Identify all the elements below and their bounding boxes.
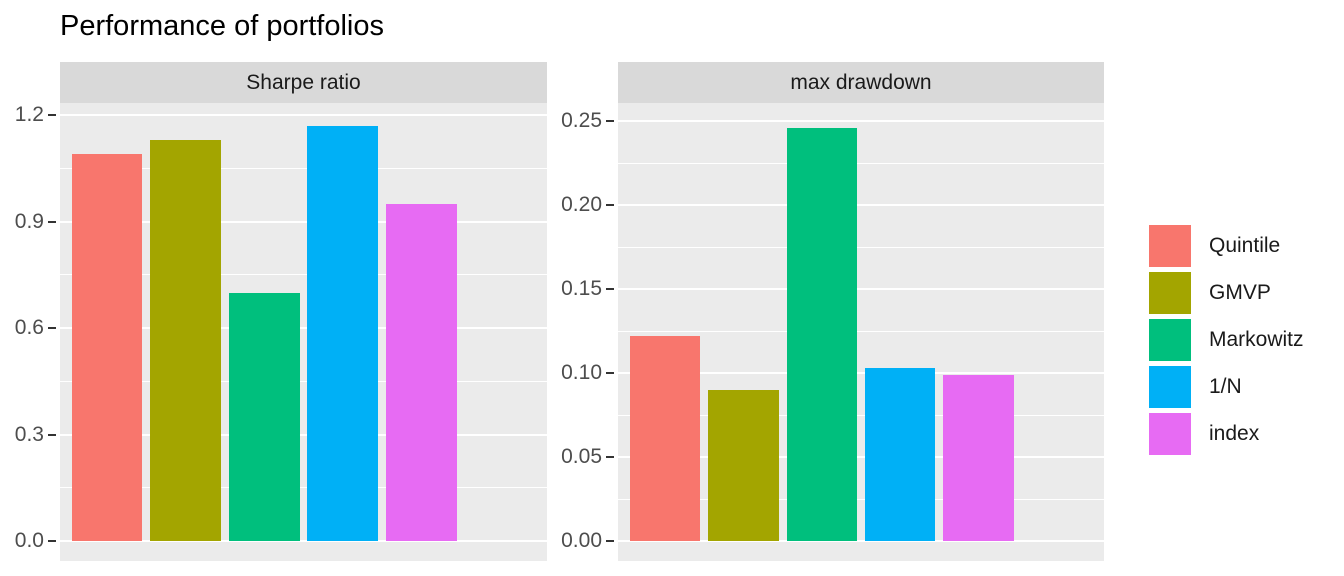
y-axis-tick-mark [48, 433, 56, 436]
y-axis-tick-label: 0.25 [561, 109, 602, 133]
y-axis-tick-mark [48, 220, 56, 223]
y-axis-tick-mark [48, 540, 56, 542]
gridline-major [618, 456, 1104, 459]
y-axis-tick-mark [606, 540, 614, 543]
legend-key-swatch [1149, 366, 1191, 408]
y-axis-tick-label: 1.2 [14, 102, 44, 126]
bar-markowitz [228, 292, 300, 541]
y-axis-tick-mark [606, 288, 614, 291]
gridline-major [618, 120, 1104, 123]
legend-label: GMVP [1209, 281, 1271, 304]
gridline-minor [618, 330, 1104, 332]
y-axis-tick-mark [606, 120, 614, 123]
y-axis-tick-mark [606, 456, 614, 459]
y-axis-tick-label: 0.10 [561, 361, 602, 385]
y-axis-tick-mark [48, 327, 56, 329]
gridline-minor [60, 274, 547, 276]
y-axis-tick-label: 0.6 [14, 316, 44, 339]
gridline-major [60, 433, 547, 436]
facet-strip: Sharpe ratio [60, 62, 547, 103]
gridline-major [618, 372, 1104, 375]
y-axis-tick-label: 0.15 [561, 277, 602, 301]
facet-0: Sharpe ratio 0.0 0.3 0.6 0.9 1.2 [15, 0, 547, 576]
gridline-major [618, 540, 1104, 543]
plot-panel [618, 103, 1104, 561]
gridline-major [618, 288, 1104, 291]
y-axis-tick-label: 0.9 [14, 209, 44, 233]
bar-1-n [864, 368, 936, 542]
plot-panel [60, 103, 547, 561]
gridline-minor [60, 487, 547, 489]
facet-strip-label: Sharpe ratio [246, 70, 361, 94]
legend-label: 1/N [1209, 375, 1242, 398]
gridline-minor [618, 246, 1104, 248]
bar-quintile [71, 154, 143, 541]
y-axis-tick-mark [606, 204, 614, 207]
legend-label: Quintile [1209, 234, 1281, 257]
gridline-major [60, 113, 547, 116]
y-axis-tick-mark [606, 372, 614, 375]
y-axis-tick-label: 0.00 [561, 529, 602, 553]
y-axis-tick-label: 0.05 [561, 445, 602, 469]
legend-key-swatch [1149, 319, 1191, 361]
legend-label: index [1209, 422, 1260, 445]
legend-item-markowitz: Markowitz [1149, 319, 1304, 361]
y-axis-tick-label: 0.20 [561, 193, 602, 217]
y-axis-tick-label: 0.3 [14, 422, 44, 446]
legend-item-quintile: Quintile [1149, 225, 1304, 267]
gridline-major [618, 204, 1104, 207]
gridline-minor [60, 380, 547, 382]
gridline-minor [60, 167, 547, 169]
bar-1-n [307, 125, 379, 541]
legend-key-swatch [1149, 272, 1191, 314]
gridline-minor [618, 162, 1104, 164]
bar-index [385, 203, 457, 541]
gridline-minor [618, 414, 1104, 416]
y-axis-tick-mark [48, 113, 56, 116]
legend-item-index: index [1149, 413, 1304, 455]
facet-strip: max drawdown [618, 62, 1104, 103]
gridline-minor [618, 498, 1104, 500]
bar-gmvp [708, 389, 779, 541]
facet-strip-label: max drawdown [790, 70, 932, 94]
legend-label: Markowitz [1209, 328, 1304, 351]
gridline-major [60, 220, 547, 223]
legend-item-gmvp: GMVP [1149, 272, 1304, 314]
y-axis-tick-label: 0.0 [14, 529, 44, 552]
bar-index [943, 374, 1014, 542]
bar-quintile [629, 336, 701, 541]
legend-item-1-n: 1/N [1149, 366, 1304, 408]
legend: Quintile GMVP Markowitz 1/N index [1149, 225, 1304, 460]
gridline-major [60, 327, 547, 329]
facet-1: max drawdown 0.00 0.05 0.10 0.15 0.20 0.25 [561, 0, 1104, 576]
legend-key-swatch [1149, 225, 1191, 267]
bar-markowitz [786, 128, 858, 542]
chart-title: Performance of portfolios [60, 10, 384, 42]
bar-gmvp [150, 139, 222, 541]
legend-key-swatch [1149, 413, 1191, 455]
gridline-major [60, 540, 547, 542]
